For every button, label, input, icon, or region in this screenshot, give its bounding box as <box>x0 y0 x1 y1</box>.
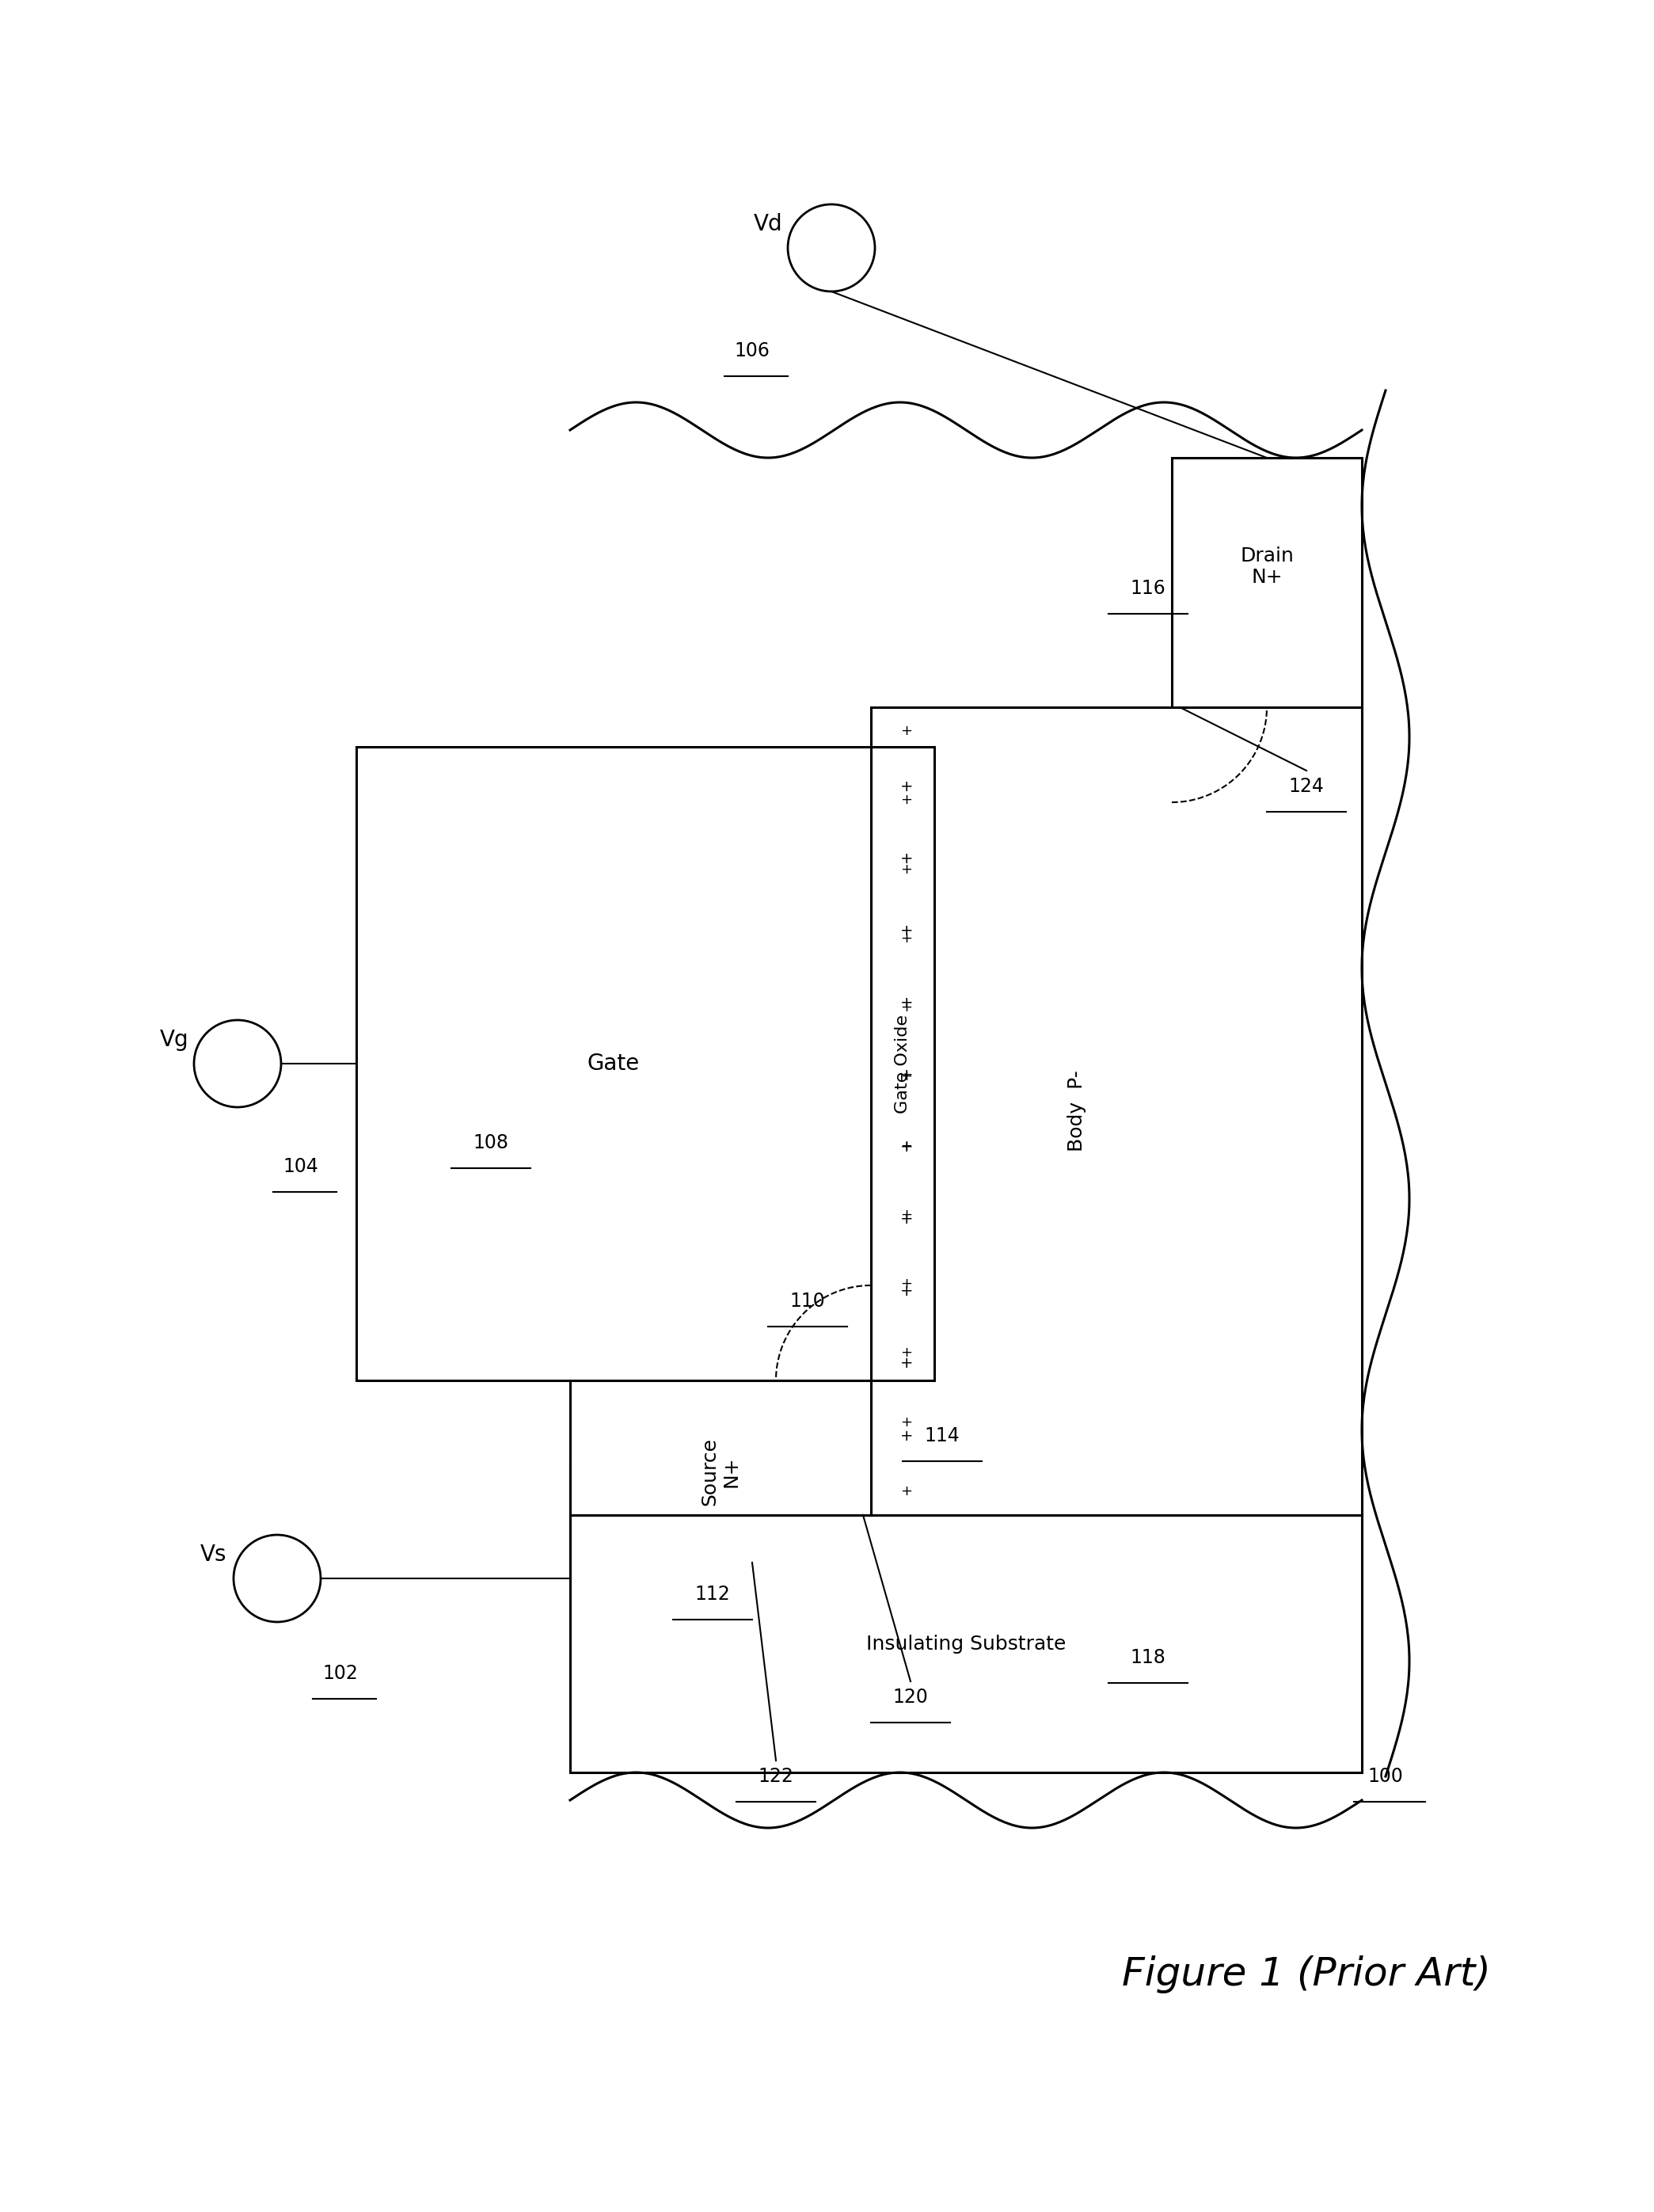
Text: 112: 112 <box>695 1584 731 1604</box>
Text: Source
N+: Source N+ <box>700 1438 741 1506</box>
Text: +: + <box>901 1068 913 1084</box>
Text: 114: 114 <box>925 1427 959 1444</box>
Text: +: + <box>900 1068 913 1082</box>
Text: Vg: Vg <box>160 1029 189 1051</box>
Text: +: + <box>900 779 913 794</box>
Text: +: + <box>901 863 913 876</box>
Bar <box>571 1515 1361 1772</box>
Text: 110: 110 <box>791 1292 825 1312</box>
Text: +: + <box>901 723 913 739</box>
Text: +: + <box>900 922 913 938</box>
Text: +: + <box>901 1139 913 1152</box>
Text: 116: 116 <box>1130 580 1166 597</box>
Text: Body  P-: Body P- <box>1067 1071 1087 1152</box>
Bar <box>571 1380 872 1515</box>
Text: +: + <box>901 1000 913 1015</box>
Bar <box>872 708 1361 1515</box>
Text: +: + <box>901 1416 913 1429</box>
Text: +: + <box>901 792 913 807</box>
Text: Gate Oxide: Gate Oxide <box>895 1013 911 1113</box>
Text: +: + <box>900 1429 913 1444</box>
Text: +: + <box>900 1139 913 1155</box>
Bar <box>1171 458 1361 708</box>
Text: Vs: Vs <box>200 1544 227 1566</box>
Text: 108: 108 <box>473 1133 509 1152</box>
Text: +: + <box>901 931 913 945</box>
Text: 118: 118 <box>1130 1648 1166 1668</box>
Bar <box>872 748 935 1380</box>
Text: Insulating Substrate: Insulating Substrate <box>867 1635 1065 1652</box>
Text: +: + <box>900 1212 913 1228</box>
Text: 124: 124 <box>1288 776 1325 796</box>
Text: +: + <box>901 1208 913 1221</box>
Text: 122: 122 <box>758 1767 794 1785</box>
Text: +: + <box>901 1484 913 1498</box>
Text: +: + <box>900 852 913 867</box>
Text: 106: 106 <box>734 341 771 361</box>
Text: +: + <box>900 995 913 1011</box>
Text: Figure 1 (Prior Art): Figure 1 (Prior Art) <box>1121 1955 1490 1993</box>
Text: 104: 104 <box>283 1157 319 1177</box>
Text: Drain
N+: Drain N+ <box>1240 546 1293 586</box>
Text: +: + <box>901 1276 913 1292</box>
Text: 100: 100 <box>1368 1767 1403 1785</box>
Text: +: + <box>900 1283 913 1298</box>
Text: Gate: Gate <box>587 1053 640 1075</box>
Text: +: + <box>901 1345 913 1360</box>
Text: Vd: Vd <box>754 212 782 234</box>
Text: +: + <box>900 1356 913 1371</box>
Text: 102: 102 <box>323 1663 359 1683</box>
Bar <box>356 748 872 1380</box>
Text: 120: 120 <box>893 1688 928 1708</box>
